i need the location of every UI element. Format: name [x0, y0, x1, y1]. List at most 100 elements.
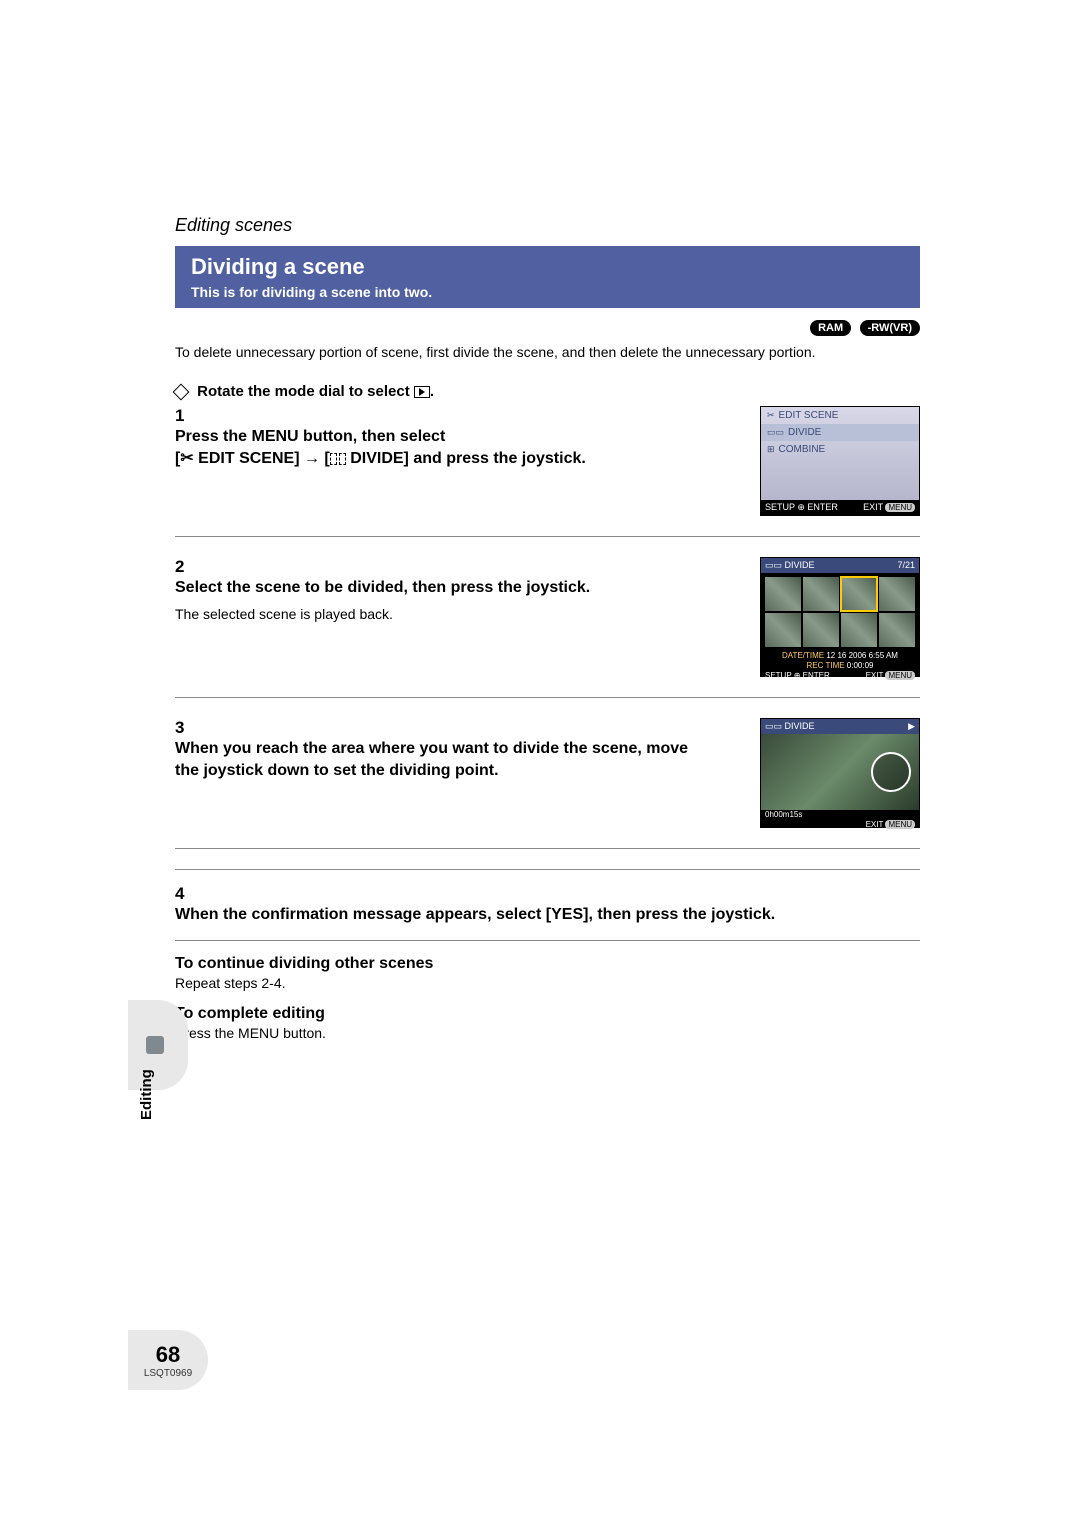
complete-heading: To complete editing	[175, 1005, 920, 1023]
thumb1-footer-left: SETUP ⊕ ENTER	[765, 502, 838, 513]
step-3: 3 When you reach the area where you want…	[175, 718, 920, 849]
thumb3-time: 0h00m15s	[761, 810, 919, 819]
title-sub: This is for dividing a scene into two.	[191, 284, 904, 300]
thumb2-header-left: DIVIDE	[785, 560, 815, 570]
thumb1-exit-label: EXIT	[863, 502, 883, 512]
diamond-icon	[173, 384, 190, 401]
side-tab-marker	[146, 1036, 164, 1054]
thumb2-date-label: DATE/TIME	[782, 651, 824, 660]
thumb2-rec-value: 0:00:09	[847, 661, 874, 670]
step-1-thumb-col: ✂ EDIT SCENE ▭▭ DIVIDE ⊞ COMBINE SETUP ⊕…	[760, 406, 920, 516]
step-1-line-c: EDIT SCENE] → [	[194, 450, 330, 467]
side-tab-label: Editing	[138, 1069, 155, 1120]
thumb2-cell	[765, 577, 801, 611]
page-number: 68	[156, 1342, 180, 1368]
thumb3-preview-img	[761, 734, 919, 810]
thumb3-exit-label: EXIT	[866, 820, 884, 829]
step-3-num: 3	[175, 718, 197, 738]
complete-text: Press the MENU button.	[175, 1025, 920, 1041]
scissors-mini-icon: ✂	[767, 410, 775, 421]
step-2-text: 2 Select the scene to be divided, then p…	[175, 557, 740, 625]
rotate-text: Rotate the mode dial to select	[197, 383, 410, 400]
thumb1-footer: SETUP ⊕ ENTER EXIT MENU	[761, 500, 919, 515]
thumb2-cell-selected	[841, 577, 877, 611]
thumb2-cell	[879, 577, 915, 611]
thumb2-grid	[761, 573, 919, 651]
intro-text: To delete unnecessary portion of scene, …	[175, 342, 920, 363]
scissors-icon	[180, 450, 193, 467]
thumb3-divide-mini-icon: ▭▭	[765, 721, 782, 731]
section-header: Editing scenes	[175, 215, 920, 236]
thumb1-item-divide: ▭▭ DIVIDE	[761, 424, 919, 441]
step-4-num: 4	[175, 884, 197, 904]
step-2-bold: Select the scene to be divided, then pre…	[175, 579, 590, 596]
thumb3-menu-badge: MENU	[885, 820, 915, 829]
side-tab	[128, 1000, 188, 1090]
rotate-instruction: Rotate the mode dial to select .	[175, 383, 920, 400]
step-1-line-a: Press the MENU button, then select	[175, 428, 445, 445]
thumb2-cell	[803, 577, 839, 611]
thumb3-header: ▭▭ DIVIDE ▶	[761, 719, 919, 734]
thumb2-menu-badge: MENU	[885, 671, 915, 680]
thumb3-play-icon: ▶	[908, 721, 915, 731]
step-2-thumb-col: ▭▭ DIVIDE 7/21 DATE/TIME 12 16 2006 6:55…	[760, 557, 920, 677]
thumb-divide-preview: ▭▭ DIVIDE ▶ 0h00m15s EXIT MENU	[760, 718, 920, 828]
thumb1-combine-label: COMBINE	[779, 444, 826, 455]
badge-rwvr: -RW(VR)	[860, 320, 920, 336]
step-1-body: Press the MENU button, then select [ EDI…	[175, 426, 714, 471]
thumb3-header-left: DIVIDE	[785, 721, 815, 731]
title-bar: Dividing a scene This is for dividing a …	[175, 246, 920, 308]
thumb1-divide-label: DIVIDE	[788, 427, 821, 438]
step-3-bold: When you reach the area where you want t…	[175, 738, 714, 783]
step-1-text: 1 Press the MENU button, then select [ E…	[175, 406, 740, 471]
thumb1-item-combine: ⊞ COMBINE	[761, 441, 919, 458]
thumb2-footer-right: EXIT MENU	[866, 671, 915, 680]
thumb3-header-right: ▶	[908, 721, 915, 732]
thumb2-header: ▭▭ DIVIDE 7/21	[761, 558, 919, 573]
combine-mini-icon: ⊞	[767, 444, 775, 455]
thumb2-date-value: 12 16 2006 6:55 AM	[826, 651, 898, 660]
thumb1-title-row: ✂ EDIT SCENE	[761, 407, 919, 424]
thumb2-header-right: 7/21	[897, 560, 915, 571]
step-1-line-d: DIVIDE] and press the joystick.	[346, 450, 586, 467]
thumb3-footer: EXIT MENU	[761, 819, 919, 830]
step-4-text: 4 When the confirmation message appears,…	[175, 884, 920, 926]
step-4-bold: When the confirmation message appears, s…	[175, 904, 894, 926]
thumb1-menu-badge: MENU	[885, 503, 915, 512]
step-1: 1 Press the MENU button, then select [ E…	[175, 406, 920, 537]
step-4: 4 When the confirmation message appears,…	[175, 869, 920, 941]
step-3-text: 3 When you reach the area where you want…	[175, 718, 740, 783]
step-2-sub: The selected scene is played back.	[175, 605, 714, 625]
page-content: Editing scenes Dividing a scene This is …	[175, 215, 920, 1041]
divide-icon	[330, 453, 346, 465]
format-badges: RAM -RW(VR)	[175, 318, 920, 336]
step-2: 2 Select the scene to be divided, then p…	[175, 557, 920, 698]
thumb1-footer-right: EXIT MENU	[863, 502, 915, 513]
title-main: Dividing a scene	[191, 254, 904, 280]
thumb2-cell	[879, 613, 915, 647]
thumb2-cell	[841, 613, 877, 647]
joystick-overlay-icon	[871, 752, 911, 792]
thumb2-cell	[765, 613, 801, 647]
thumb2-divide-mini-icon: ▭▭	[765, 560, 782, 570]
step-2-body: Select the scene to be divided, then pre…	[175, 577, 714, 625]
page-code: LSQT0969	[144, 1368, 192, 1379]
playback-mode-icon	[414, 386, 430, 398]
step-3-thumb-col: ▭▭ DIVIDE ▶ 0h00m15s EXIT MENU	[760, 718, 920, 828]
thumb2-footer-left: SETUP ⊕ ENTER	[765, 671, 830, 680]
page-number-area: 68 LSQT0969	[128, 1330, 208, 1390]
divide-mini-icon: ▭▭	[767, 427, 784, 438]
rotate-period: .	[430, 383, 434, 400]
thumb2-rec-label: REC TIME	[806, 661, 844, 670]
thumb2-info: DATE/TIME 12 16 2006 6:55 AM REC TIME 0:…	[761, 651, 919, 670]
thumb-edit-scene-menu: ✂ EDIT SCENE ▭▭ DIVIDE ⊞ COMBINE SETUP ⊕…	[760, 406, 920, 516]
continue-heading: To continue dividing other scenes	[175, 955, 920, 973]
badge-ram: RAM	[810, 320, 851, 336]
continue-text: Repeat steps 2-4.	[175, 975, 920, 991]
thumb2-cell	[803, 613, 839, 647]
thumb-scene-grid: ▭▭ DIVIDE 7/21 DATE/TIME 12 16 2006 6:55…	[760, 557, 920, 677]
step-1-num: 1	[175, 406, 197, 426]
thumb2-exit-label: EXIT	[866, 671, 884, 680]
step-2-num: 2	[175, 557, 197, 577]
thumb2-footer: SETUP ⊕ ENTER EXIT MENU	[761, 670, 919, 681]
